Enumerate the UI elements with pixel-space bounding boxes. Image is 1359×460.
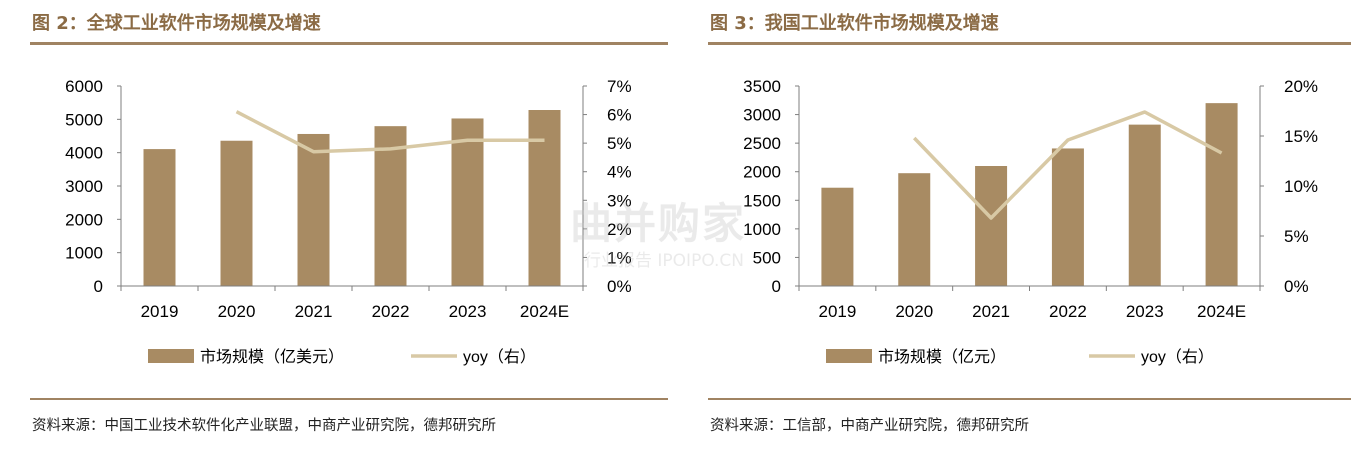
y-tick-label: 6000 [65, 77, 103, 96]
y2-tick-label: 1% [607, 248, 632, 267]
bar [297, 133, 330, 286]
title-divider [30, 42, 668, 45]
y2-tick-label: 0% [607, 277, 632, 296]
y-tick-label: 1500 [743, 191, 781, 210]
x-tick-label: 2021 [295, 302, 333, 321]
y-tick-label: 1000 [743, 220, 781, 239]
y2-tick-label: 0% [1284, 277, 1309, 296]
bar [821, 187, 854, 286]
y-tick-label: 4000 [65, 144, 103, 163]
figure-3-panel: 图 3：我国工业软件市场规模及增速 0 500 1000 1500 2000 2500 30… [700, 0, 1359, 460]
bar [898, 173, 931, 286]
x-tick-label: 2023 [449, 302, 487, 321]
y-tick-label: 3500 [743, 77, 781, 96]
bar [1051, 148, 1084, 286]
bar [1205, 103, 1238, 287]
bar [1128, 124, 1161, 286]
bar [451, 118, 484, 286]
y-tick-label: 3000 [65, 177, 103, 196]
y-tick-label: 2500 [743, 134, 781, 153]
bar [374, 126, 407, 287]
bar [220, 140, 253, 286]
y-tick-label: 2000 [743, 163, 781, 182]
bar [143, 149, 176, 286]
source-divider [708, 398, 1351, 400]
x-tick-label: 2019 [819, 302, 857, 321]
y-tick-label: 1000 [65, 244, 103, 263]
y2-tick-label: 5% [1284, 227, 1309, 246]
legend-line-label: yoy（右） [463, 348, 536, 366]
figure-2-panel: 图 2：全球工业软件市场规模及增速 0 1000 2000 3000 4000 5000 6… [30, 13, 668, 434]
y2-tick-label: 7% [607, 77, 632, 96]
y-tick-label: 3000 [743, 106, 781, 125]
y-tick-label: 0 [94, 277, 103, 296]
figure-title: 图 2：全球工业软件市场规模及增速 [32, 13, 321, 34]
x-tick-label: 2022 [372, 302, 410, 321]
y2-tick-label: 2% [607, 220, 632, 239]
x-tick-label: 2020 [218, 302, 256, 321]
china-market-chart: 0 500 1000 1500 2000 2500 3000 3500 0% 5% 10% 15% 20… [743, 77, 1318, 366]
y2-tick-label: 20% [1284, 77, 1318, 96]
y-tick-label: 500 [753, 248, 781, 267]
x-tick-label: 2024E [520, 302, 569, 321]
source-note: 资料来源：中国工业技术软件化产业联盟，中商产业研究院，德邦研究所 [32, 418, 496, 434]
title-divider [708, 42, 1351, 45]
legend-bar-swatch [148, 349, 194, 363]
y-tick-label: 2000 [65, 210, 103, 229]
y2-tick-label: 5% [607, 134, 632, 153]
y2-tick-label: 10% [1284, 177, 1318, 196]
legend-bar-label: 市场规模（亿美元） [200, 348, 344, 366]
legend-bar-label: 市场规模（亿元） [878, 348, 1006, 366]
x-tick-label: 2022 [1049, 302, 1087, 321]
bar [975, 166, 1008, 286]
source-divider [30, 398, 668, 400]
figure-title: 图 3：我国工业软件市场规模及增速 [710, 13, 999, 34]
legend-bar-swatch [826, 349, 872, 363]
y-tick-label: 5000 [65, 110, 103, 129]
y2-tick-label: 3% [607, 191, 632, 210]
x-tick-label: 2021 [972, 302, 1010, 321]
x-tick-label: 2020 [895, 302, 933, 321]
bar [528, 110, 561, 286]
y2-tick-label: 6% [607, 106, 632, 125]
y2-tick-label: 4% [607, 163, 632, 182]
y-tick-label: 0 [772, 277, 781, 296]
x-tick-label: 2019 [141, 302, 179, 321]
y2-tick-label: 15% [1284, 127, 1318, 146]
global-market-chart: 0 1000 2000 3000 4000 5000 6000 0% 1% 2% 3% 4% 5% 6% 7… [65, 77, 632, 366]
legend-line-label: yoy（右） [1141, 348, 1214, 366]
source-note: 资料来源：工信部，中商产业研究院，德邦研究所 [710, 418, 1029, 434]
x-tick-label: 2023 [1126, 302, 1164, 321]
x-tick-label: 2024E [1197, 302, 1246, 321]
